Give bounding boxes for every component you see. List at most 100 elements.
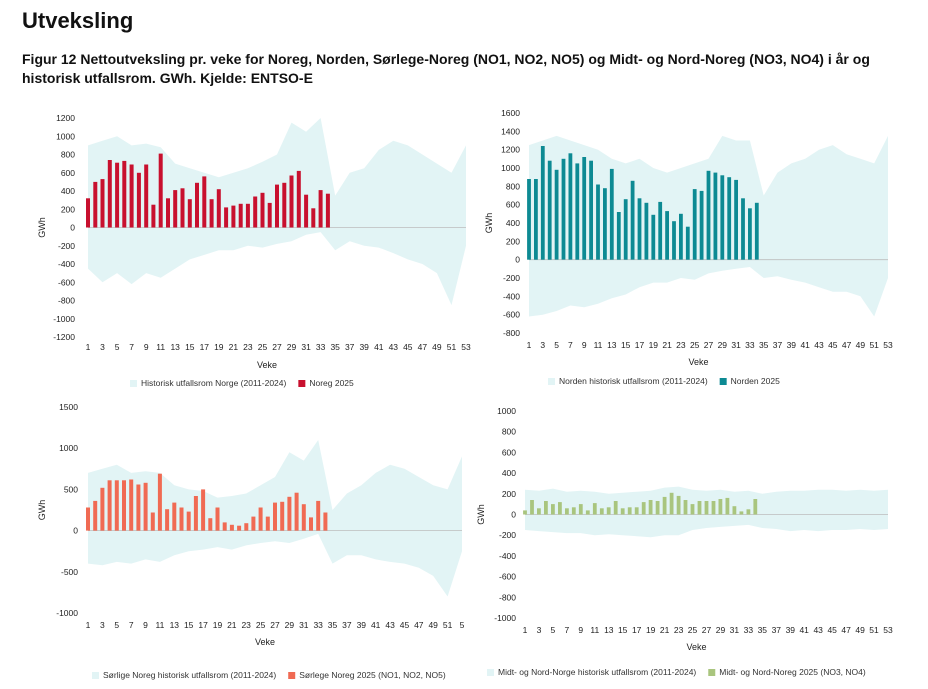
bar-week-25 bbox=[692, 189, 697, 260]
bar-week-8 bbox=[571, 507, 576, 515]
bar-week-23 bbox=[244, 523, 249, 531]
x-tick-label: 17 bbox=[635, 340, 645, 350]
x-tick-label: 3 bbox=[100, 342, 105, 352]
bar-week-18 bbox=[209, 199, 214, 228]
x-tick-label: 27 bbox=[702, 625, 712, 635]
y-tick-label: 200 bbox=[502, 489, 516, 499]
bar-week-30 bbox=[725, 497, 730, 515]
x-tick-label: 37 bbox=[772, 625, 782, 635]
x-tick-label: 47 bbox=[414, 620, 424, 630]
bar-week-6 bbox=[558, 502, 562, 515]
bar-week-31 bbox=[732, 506, 737, 515]
bar-week-11 bbox=[596, 184, 600, 260]
x-tick-label: 47 bbox=[842, 340, 852, 350]
x-tick-label: 5 bbox=[551, 625, 556, 635]
bar-week-29 bbox=[289, 175, 294, 228]
x-tick-label: 17 bbox=[632, 625, 642, 635]
bar-week-16 bbox=[627, 507, 632, 515]
legend-swatch-bars bbox=[708, 669, 716, 676]
bar-week-27 bbox=[704, 501, 709, 515]
bar-week-30 bbox=[727, 177, 732, 260]
bar-week-29 bbox=[287, 496, 292, 531]
bar-week-22 bbox=[669, 492, 674, 515]
bar-week-33 bbox=[746, 509, 751, 515]
x-tick-label: 1 bbox=[527, 340, 532, 350]
x-tick-label: 1 bbox=[86, 620, 91, 630]
x-tick-label: 3 bbox=[540, 340, 545, 350]
bar-week-9 bbox=[144, 164, 149, 228]
bar-week-28 bbox=[713, 172, 718, 260]
y-tick-label: 400 bbox=[502, 468, 516, 478]
x-tick-label: 33 bbox=[316, 342, 326, 352]
y-tick-label: 1000 bbox=[497, 406, 516, 416]
x-tick-label: 37 bbox=[773, 340, 783, 350]
x-tick-label: 7 bbox=[568, 340, 573, 350]
x-tick-label: 13 bbox=[607, 340, 617, 350]
x-tick-label: 53 bbox=[883, 625, 893, 635]
bar-week-24 bbox=[253, 196, 258, 228]
x-tick-label: 37 bbox=[345, 342, 355, 352]
bar-week-33 bbox=[316, 500, 321, 531]
y-tick-label: 600 bbox=[506, 200, 520, 210]
bar-week-2 bbox=[530, 500, 534, 515]
legend: Sørlige Noreg historisk utfallsrom (2011… bbox=[92, 670, 446, 680]
y-tick-label: -600 bbox=[503, 310, 520, 320]
x-tick-label: 45 bbox=[827, 625, 837, 635]
bar-week-13 bbox=[173, 190, 178, 228]
bar-week-24 bbox=[685, 226, 690, 260]
x-tick-label: 11 bbox=[590, 625, 599, 635]
y-tick-label: 600 bbox=[61, 168, 75, 178]
x-tick-label: 11 bbox=[594, 340, 603, 350]
y-tick-label: 800 bbox=[61, 150, 75, 160]
bar-week-28 bbox=[280, 501, 285, 531]
legend-swatch-band bbox=[487, 669, 494, 676]
legend-swatch-bars bbox=[719, 378, 727, 385]
x-tick-label: 45 bbox=[828, 340, 838, 350]
y-tick-label: 800 bbox=[506, 181, 520, 191]
y-tick-label: -400 bbox=[499, 551, 516, 561]
legend-label-band: Midt- og Nord-Norge historisk utfallsrom… bbox=[498, 667, 696, 677]
bar-week-23 bbox=[676, 495, 681, 515]
bar-week-2 bbox=[93, 181, 98, 228]
x-tick-label: 35 bbox=[758, 625, 768, 635]
x-tick-label: 5 bbox=[115, 342, 120, 352]
x-tick-label: 35 bbox=[328, 620, 338, 630]
bar-week-5 bbox=[115, 162, 120, 228]
y-tick-label: 1000 bbox=[501, 163, 520, 173]
bar-week-4 bbox=[547, 160, 552, 260]
x-tick-label: 51 bbox=[869, 340, 879, 350]
bar-week-14 bbox=[616, 212, 621, 260]
bar-week-9 bbox=[582, 157, 587, 260]
bar-week-16 bbox=[195, 182, 199, 228]
bar-week-6 bbox=[122, 160, 127, 228]
x-tick-label: 11 bbox=[155, 620, 164, 630]
x-tick-label: 27 bbox=[270, 620, 280, 630]
bar-week-16 bbox=[193, 496, 198, 531]
chart-panel-2: -800 -600 -400 -200 0 200 400 600 800 1000 1200 140… bbox=[484, 108, 893, 386]
y-tick-label: 1000 bbox=[59, 443, 78, 453]
bar-week-30 bbox=[294, 492, 299, 531]
bar-week-27 bbox=[273, 502, 277, 531]
bar-week-22 bbox=[237, 525, 242, 531]
legend-label-band: Sørlige Noreg historisk utfallsrom (2011… bbox=[103, 670, 276, 680]
y-tick-label: 1500 bbox=[59, 402, 78, 412]
y-tick-label: 1200 bbox=[501, 145, 520, 155]
x-tick-label: 13 bbox=[170, 620, 180, 630]
x-tick-label: 39 bbox=[787, 340, 797, 350]
bar-week-12 bbox=[166, 198, 170, 228]
y-tick-label: 600 bbox=[502, 447, 516, 457]
x-tick-label: 15 bbox=[621, 340, 631, 350]
x-tick-label: 39 bbox=[359, 342, 369, 352]
bar-week-33 bbox=[318, 190, 323, 228]
x-tick-label: 41 bbox=[800, 340, 810, 350]
x-tick-label: 29 bbox=[716, 625, 726, 635]
bar-week-12 bbox=[599, 508, 604, 515]
bar-week-18 bbox=[641, 502, 646, 515]
y-tick-label: 400 bbox=[506, 218, 520, 228]
bar-week-23 bbox=[245, 203, 250, 228]
x-tick-label: 23 bbox=[674, 625, 684, 635]
bar-week-6 bbox=[561, 158, 566, 260]
x-tick-label: 41 bbox=[799, 625, 809, 635]
x-tick-label: 21 bbox=[662, 340, 672, 350]
x-tick-label: 41 bbox=[374, 342, 384, 352]
